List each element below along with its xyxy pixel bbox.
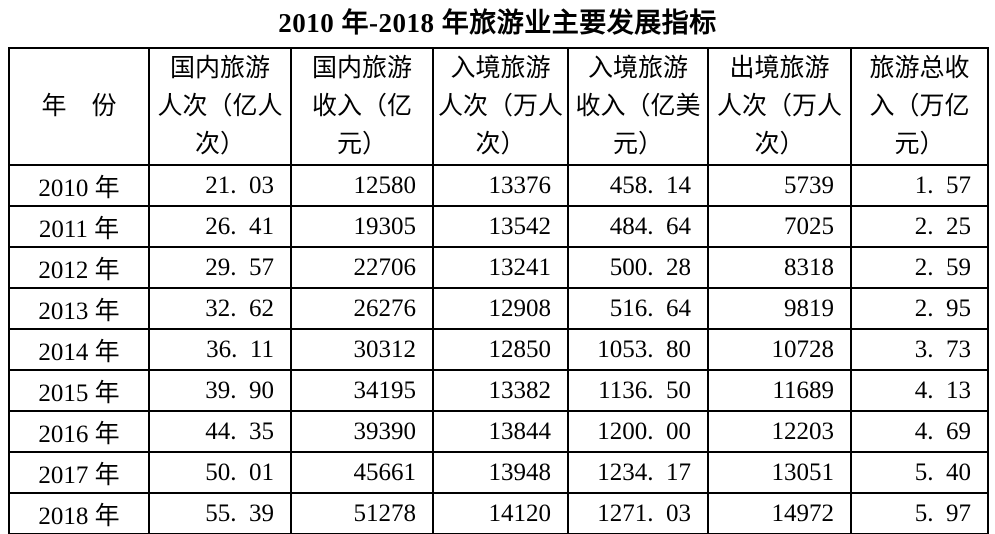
value-cell: 50. 01: [148, 451, 292, 494]
value-cell: 13844: [432, 410, 569, 453]
year-cell: 2017 年: [8, 451, 150, 494]
value-cell: 5739: [707, 164, 852, 207]
value-cell: 2. 59: [850, 246, 989, 289]
value-cell: 4. 13: [850, 369, 989, 412]
year-cell: 2012 年: [8, 246, 150, 289]
year-cell: 2016 年: [8, 410, 150, 453]
value-cell: 34195: [290, 369, 434, 412]
value-cell: 39. 90: [148, 369, 292, 412]
value-cell: 36. 11: [148, 328, 292, 371]
value-cell: 1. 57: [850, 164, 989, 207]
col-header-inbound-revenue: 入境旅游 收入（亿美 元）: [567, 47, 709, 166]
value-cell: 39390: [290, 410, 434, 453]
col-header-year: 年 份: [8, 47, 150, 166]
value-cell: 8318: [707, 246, 852, 289]
year-cell: 2010 年: [8, 164, 150, 207]
value-cell: 13376: [432, 164, 569, 207]
value-cell: 30312: [290, 328, 434, 371]
table-row: 2016 年 44. 35 39390 13844 1200. 00 12203 4. 69: [8, 410, 989, 453]
col-header-total-revenue: 旅游总收 入（万亿 元）: [850, 47, 989, 166]
table-row: 2015 年 39. 90 34195 13382 1136. 50 11689 4. 13: [8, 369, 989, 412]
value-cell: 26. 41: [148, 205, 292, 248]
tourism-stats-table: 年 份 国内旅游 人次（亿人 次） 国内旅游 收入（亿 元） 入境旅游 人次（万…: [8, 47, 989, 534]
value-cell: 22706: [290, 246, 434, 289]
col-header-domestic-trips: 国内旅游 人次（亿人 次）: [148, 47, 292, 166]
value-cell: 29. 57: [148, 246, 292, 289]
value-cell: 12908: [432, 287, 569, 330]
value-cell: 14972: [707, 492, 852, 534]
value-cell: 13948: [432, 451, 569, 494]
value-cell: 21. 03: [148, 164, 292, 207]
value-cell: 55. 39: [148, 492, 292, 534]
value-cell: 10728: [707, 328, 852, 371]
table-row: 2014 年 36. 11 30312 12850 1053. 80 10728 3. 73: [8, 328, 989, 371]
value-cell: 13051: [707, 451, 852, 494]
value-cell: 1136. 50: [567, 369, 709, 412]
page: 2010 年-2018 年旅游业主要发展指标 年 份 国内旅游 人次（亿人 次）…: [0, 5, 995, 534]
col-header-inbound-trips: 入境旅游 人次（万人 次）: [432, 47, 569, 166]
value-cell: 5. 40: [850, 451, 989, 494]
year-cell: 2011 年: [8, 205, 150, 248]
value-cell: 1234. 17: [567, 451, 709, 494]
value-cell: 9819: [707, 287, 852, 330]
table-row: 2011 年 26. 41 19305 13542 484. 64 7025 2. 25: [8, 205, 989, 248]
value-cell: 12850: [432, 328, 569, 371]
value-cell: 13241: [432, 246, 569, 289]
table-row: 2012 年 29. 57 22706 13241 500. 28 8318 2. 59: [8, 246, 989, 289]
table-row: 2013 年 32. 62 26276 12908 516. 64 9819 2. 95: [8, 287, 989, 330]
value-cell: 2. 95: [850, 287, 989, 330]
value-cell: 1053. 80: [567, 328, 709, 371]
table-row: 2018 年 55. 39 51278 14120 1271. 03 14972 5. 97: [8, 492, 989, 534]
table-body: 2010 年 21. 03 12580 13376 458. 14 5739 1. 57 20…: [8, 164, 989, 534]
value-cell: 12580: [290, 164, 434, 207]
value-cell: 2. 25: [850, 205, 989, 248]
table-row: 2010 年 21. 03 12580 13376 458. 14 5739 1. 57: [8, 164, 989, 207]
value-cell: 12203: [707, 410, 852, 453]
value-cell: 14120: [432, 492, 569, 534]
value-cell: 26276: [290, 287, 434, 330]
value-cell: 45661: [290, 451, 434, 494]
year-cell: 2015 年: [8, 369, 150, 412]
year-cell: 2018 年: [8, 492, 150, 534]
value-cell: 44. 35: [148, 410, 292, 453]
page-title: 2010 年-2018 年旅游业主要发展指标: [278, 8, 717, 38]
value-cell: 3. 73: [850, 328, 989, 371]
table-header: 年 份 国内旅游 人次（亿人 次） 国内旅游 收入（亿 元） 入境旅游 人次（万…: [8, 47, 989, 166]
value-cell: 13542: [432, 205, 569, 248]
year-cell: 2014 年: [8, 328, 150, 371]
value-cell: 1200. 00: [567, 410, 709, 453]
value-cell: 5. 97: [850, 492, 989, 534]
col-header-outbound-trips: 出境旅游 人次（万人 次）: [707, 47, 852, 166]
value-cell: 32. 62: [148, 287, 292, 330]
table-row: 2017 年 50. 01 45661 13948 1234. 17 13051 5. 40: [8, 451, 989, 494]
value-cell: 1271. 03: [567, 492, 709, 534]
value-cell: 7025: [707, 205, 852, 248]
value-cell: 4. 69: [850, 410, 989, 453]
value-cell: 500. 28: [567, 246, 709, 289]
value-cell: 11689: [707, 369, 852, 412]
value-cell: 51278: [290, 492, 434, 534]
value-cell: 458. 14: [567, 164, 709, 207]
value-cell: 13382: [432, 369, 569, 412]
col-header-domestic-revenue: 国内旅游 收入（亿 元）: [290, 47, 434, 166]
year-cell: 2013 年: [8, 287, 150, 330]
value-cell: 19305: [290, 205, 434, 248]
value-cell: 516. 64: [567, 287, 709, 330]
value-cell: 484. 64: [567, 205, 709, 248]
header-row: 年 份 国内旅游 人次（亿人 次） 国内旅游 收入（亿 元） 入境旅游 人次（万…: [8, 47, 989, 166]
